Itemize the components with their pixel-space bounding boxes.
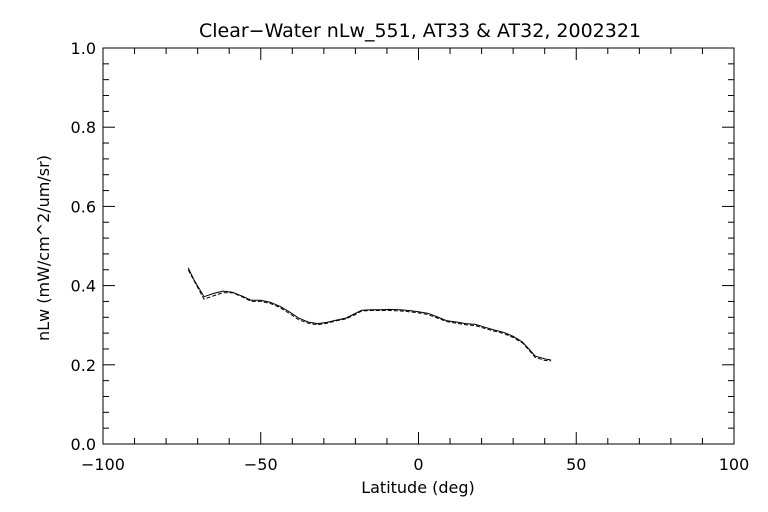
x-tick-label: −50 xyxy=(244,455,278,474)
y-tick-label: 0.8 xyxy=(71,118,96,137)
series-line-1 xyxy=(187,267,552,361)
chart-title: Clear−Water nLw_551, AT33 & AT32, 200232… xyxy=(199,20,641,42)
plot-frame xyxy=(102,47,735,445)
y-tick-label: 0.0 xyxy=(71,435,96,454)
y-tick-label: 0.4 xyxy=(71,277,96,296)
y-tick-label: 0.6 xyxy=(71,197,96,216)
x-tick-label: −100 xyxy=(81,455,125,474)
y-axis-label: nLw (mW/cm^2/um/sr) xyxy=(34,155,53,341)
x-tick-label: 0 xyxy=(413,455,423,474)
x-tick-label: 50 xyxy=(566,455,586,474)
x-axis-label: Latitude (deg) xyxy=(361,478,475,497)
y-tick-label: 0.2 xyxy=(71,356,96,375)
x-tick-label: 100 xyxy=(719,455,750,474)
series-line-2 xyxy=(187,269,552,362)
y-tick-label: 1.0 xyxy=(71,39,96,58)
